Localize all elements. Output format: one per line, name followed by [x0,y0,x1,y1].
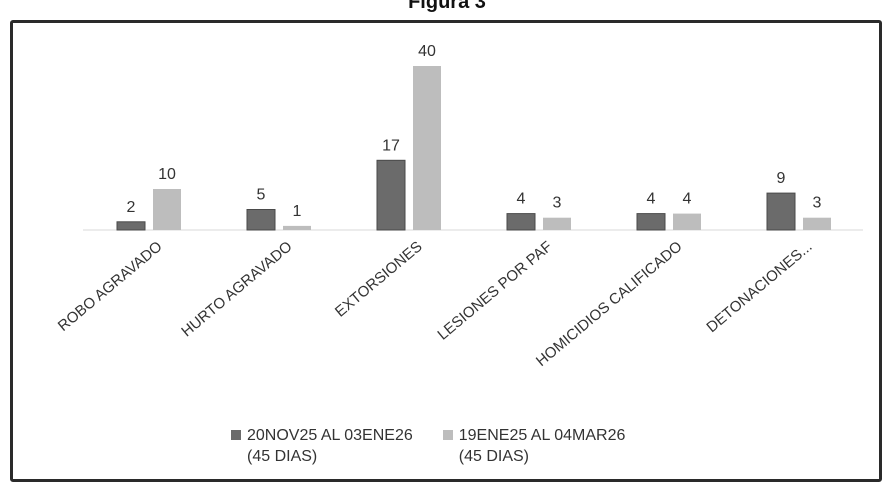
bar-series-2-cat-2 [283,225,311,230]
data-label-series-1-cat-4: 4 [517,191,526,208]
data-label-series-1-cat-2: 5 [257,187,266,204]
legend-label-series-1-line-2: (45 DIAS) [247,448,318,465]
data-label-series-2-cat-3: 40 [418,43,436,60]
category-label-5: HOMICIDIOS CALIFICADO [533,238,686,370]
legend-swatch-series-1 [231,430,241,440]
bar-series-1-cat-6 [766,192,796,231]
data-label-series-1-cat-6: 9 [777,170,786,187]
bar-series-1-cat-3 [376,159,406,231]
category-label-1: ROBO AGRAVADO [55,238,166,335]
legend-label-series-1: 20NOV25 AL 03ENE26 (45 DIAS) [247,425,413,467]
bar-series-2-cat-4 [543,217,571,230]
data-label-series-2-cat-5: 4 [683,191,692,208]
legend-label-series-2-line-2: (45 DIAS) [458,448,529,465]
data-label-series-1-cat-3: 17 [382,137,400,154]
legend-item-series-1: 20NOV25 AL 03ENE26 (45 DIAS) [231,425,413,467]
bar-chart: 2 10 ROBO AGRAVADO 5 1 HURTO AGRAVADO 17 40 EXTO… [55,43,863,370]
data-label-series-2-cat-6: 3 [813,195,822,212]
legend: 20NOV25 AL 03ENE26 (45 DIAS) 19ENE25 AL … [231,425,625,467]
bar-series-1-cat-5 [636,213,666,231]
legend-item-series-2: 19ENE25 AL 04MAR26 (45 DIAS) [442,425,626,467]
data-label-series-1-cat-5: 4 [647,191,656,208]
chart-frame: 2 10 ROBO AGRAVADO 5 1 HURTO AGRAVADO 17 40 EXTO… [10,20,882,482]
category-label-3: EXTORSIONES [332,238,426,321]
legend-swatch-series-2 [442,430,453,440]
bar-series-2-cat-1 [153,189,181,230]
bar-series-1-cat-2 [246,209,276,231]
bar-series-1-cat-4 [506,213,536,231]
category-label-4: LESIONES POR PAF [434,238,555,344]
category-label-6: DETONACIONES... [703,238,815,336]
data-label-series-1-cat-1: 2 [127,199,136,216]
bar-series-2-cat-3 [413,66,441,230]
bar-series-2-cat-5 [673,213,701,230]
legend-label-series-2: 19ENE25 AL 04MAR26 (45 DIAS) [459,425,626,467]
data-label-series-2-cat-1: 10 [158,166,176,183]
figure-title: Figura 3 [408,0,486,13]
data-label-series-2-cat-2: 1 [293,203,302,220]
legend-label-series-2-line-1: 19ENE25 AL 04MAR26 [458,427,626,444]
legend-label-series-1-line-1: 20NOV25 AL 03ENE26 [247,427,413,444]
bar-series-2-cat-6 [803,217,831,230]
bar-series-1-cat-1 [116,221,146,231]
data-label-series-2-cat-4: 3 [553,195,562,212]
category-label-2: HURTO AGRAVADO [178,238,295,340]
